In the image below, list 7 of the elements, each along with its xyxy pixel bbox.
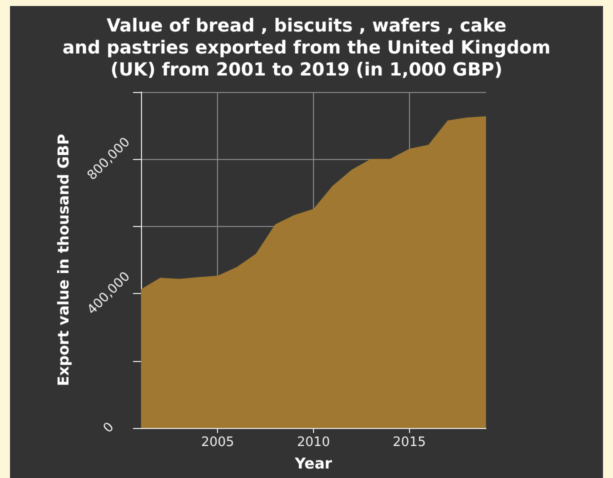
- x-tick-label: 2010: [296, 435, 330, 450]
- x-axis-title: Year: [294, 454, 333, 472]
- x-tick-label: 2005: [201, 435, 234, 450]
- y-axis-title: Export value in thousand GBP: [54, 134, 72, 386]
- y-tick-label: 0: [100, 420, 118, 436]
- chart-title: Value of bread , biscuits , wafers , cake and pastries exported from the United Kingdom (UK) from 2001 to 2019 (in 1,000 GBP): [62, 16, 550, 80]
- x-tick-label: 2015: [392, 435, 426, 450]
